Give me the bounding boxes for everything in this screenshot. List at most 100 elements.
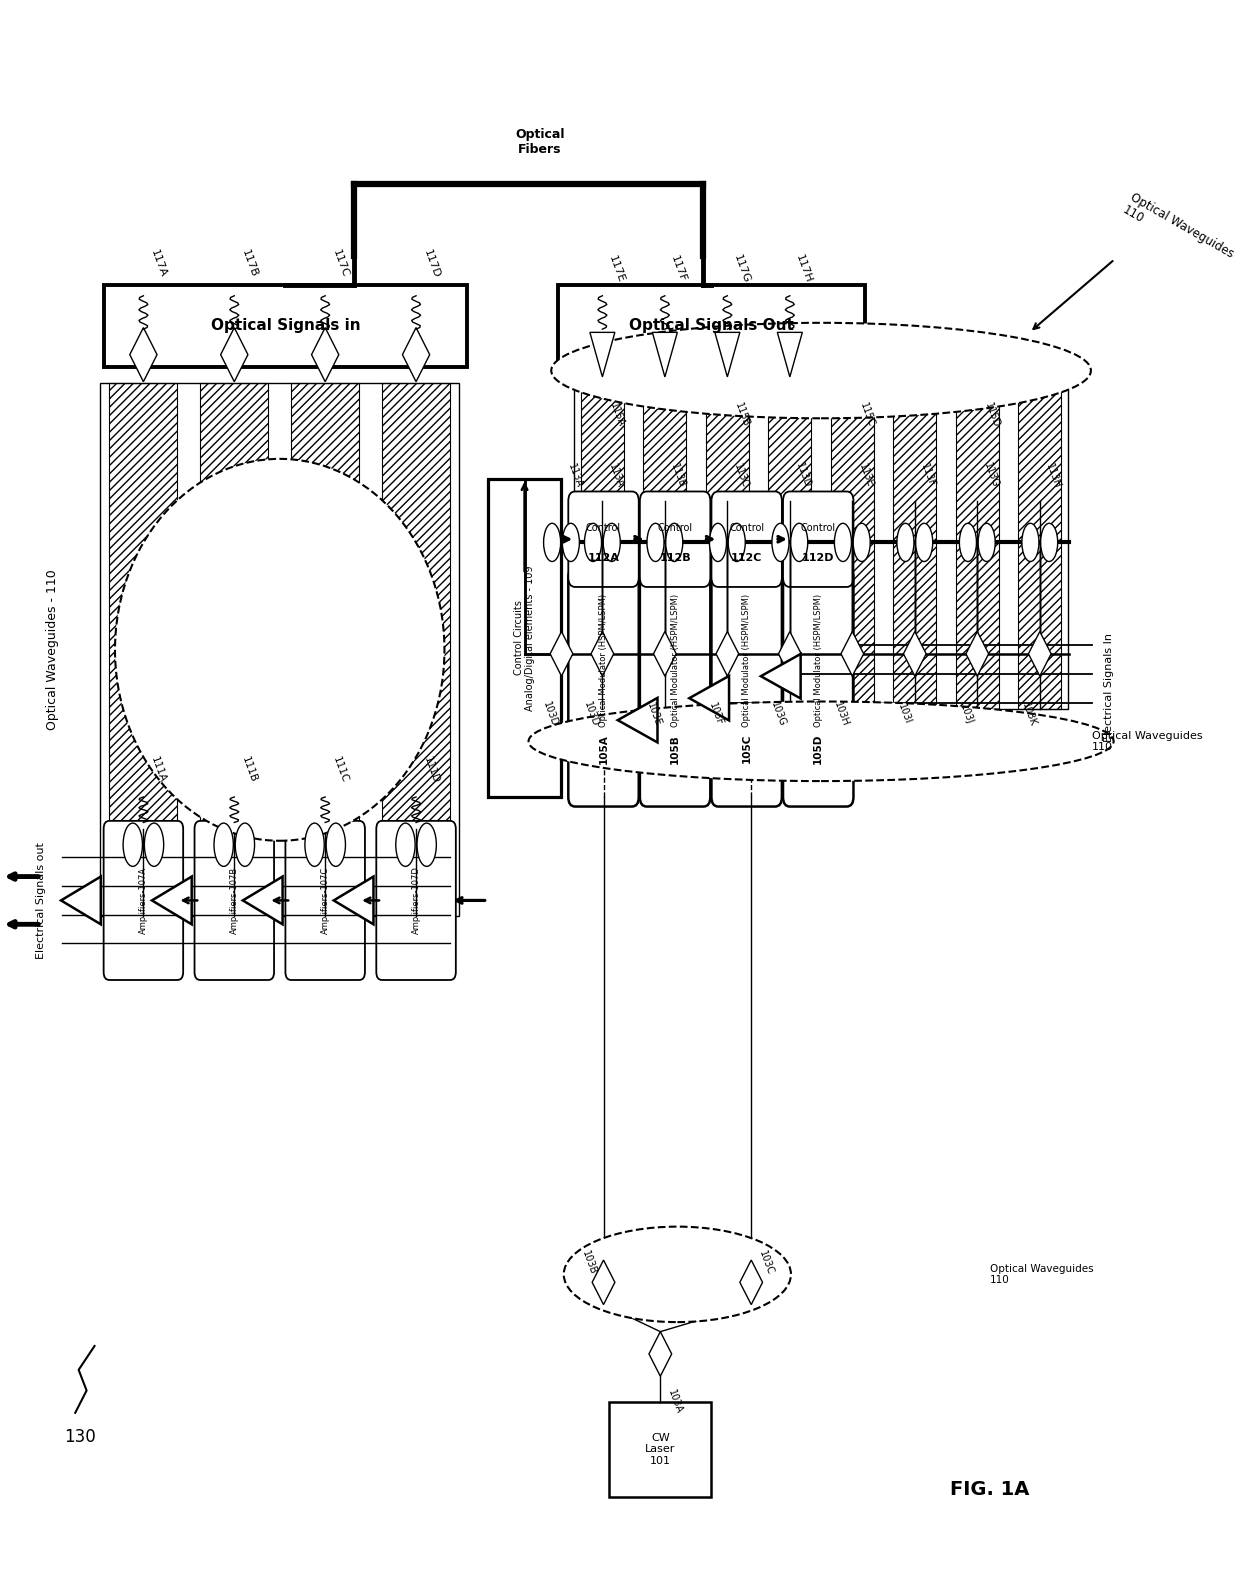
Text: 111A: 111A: [149, 756, 167, 784]
Text: 115A: 115A: [608, 402, 626, 429]
Text: 105D: 105D: [813, 733, 823, 764]
Text: 103D: 103D: [541, 700, 559, 728]
Text: Optical Signals in: Optical Signals in: [211, 319, 361, 333]
Text: 103H: 103H: [832, 700, 851, 728]
Text: 117A: 117A: [149, 249, 169, 279]
Bar: [956, 383, 999, 709]
Text: 113F: 113F: [919, 462, 937, 488]
Text: 103J: 103J: [959, 703, 975, 725]
Polygon shape: [221, 328, 248, 381]
Text: 103B: 103B: [580, 1250, 598, 1277]
Polygon shape: [61, 877, 100, 925]
Text: Control: Control: [729, 523, 764, 532]
Text: 103C: 103C: [756, 1250, 775, 1277]
Text: 113A: 113A: [606, 462, 625, 489]
Ellipse shape: [584, 523, 601, 561]
Bar: [109, 383, 177, 917]
Text: Optical Modulator (HSPM/LSPM): Optical Modulator (HSPM/LSPM): [743, 595, 751, 727]
FancyBboxPatch shape: [568, 567, 639, 807]
Polygon shape: [714, 333, 740, 376]
Ellipse shape: [552, 324, 1091, 418]
Ellipse shape: [215, 823, 233, 867]
Bar: [893, 383, 936, 709]
Text: 103K: 103K: [1019, 701, 1038, 727]
Polygon shape: [551, 631, 573, 676]
Polygon shape: [652, 333, 677, 376]
Polygon shape: [689, 676, 729, 720]
Text: 117B: 117B: [241, 249, 259, 279]
Text: Optical
Fibers: Optical Fibers: [515, 128, 564, 156]
Text: 105B: 105B: [670, 733, 680, 764]
Text: 103E: 103E: [645, 701, 662, 727]
Ellipse shape: [123, 823, 143, 867]
Ellipse shape: [1022, 523, 1039, 561]
Text: 130: 130: [64, 1428, 95, 1446]
Text: CW
Laser
101: CW Laser 101: [645, 1433, 676, 1466]
Text: 112A: 112A: [588, 553, 620, 563]
Text: Amplifiers-107C: Amplifiers-107C: [321, 867, 330, 934]
FancyBboxPatch shape: [568, 491, 639, 587]
Ellipse shape: [666, 523, 683, 561]
Text: Amplifiers-107A: Amplifiers-107A: [139, 867, 148, 934]
Text: 103G: 103G: [769, 700, 787, 728]
Text: 117G: 117G: [732, 253, 751, 284]
Polygon shape: [715, 631, 739, 676]
Text: Control: Control: [657, 523, 693, 532]
Text: 105C: 105C: [742, 733, 751, 764]
Text: 111C: 111C: [331, 756, 350, 784]
Text: 117H: 117H: [795, 253, 813, 284]
Bar: [769, 383, 811, 709]
Ellipse shape: [709, 523, 727, 561]
Text: Optical Modulator (HSPM/LSPM): Optical Modulator (HSPM/LSPM): [599, 595, 608, 727]
Text: 113D: 113D: [795, 462, 812, 489]
Text: Optical Waveguides
110: Optical Waveguides 110: [990, 1264, 1094, 1285]
Text: 112D: 112D: [802, 553, 835, 563]
FancyBboxPatch shape: [640, 567, 711, 807]
Text: 117C: 117C: [331, 249, 350, 279]
Text: Optical Signals Out: Optical Signals Out: [629, 319, 794, 333]
Polygon shape: [1028, 631, 1052, 676]
Bar: [609, 1401, 712, 1497]
FancyBboxPatch shape: [104, 821, 184, 980]
Text: Electrical Signals out: Electrical Signals out: [36, 842, 46, 960]
FancyBboxPatch shape: [285, 821, 365, 980]
Polygon shape: [591, 631, 614, 676]
Bar: [558, 285, 864, 367]
FancyBboxPatch shape: [195, 821, 274, 980]
Ellipse shape: [305, 823, 324, 867]
FancyBboxPatch shape: [712, 491, 782, 587]
Polygon shape: [311, 328, 339, 381]
Polygon shape: [966, 631, 988, 676]
FancyBboxPatch shape: [640, 491, 711, 587]
Polygon shape: [740, 1259, 763, 1304]
Bar: [831, 383, 874, 709]
Text: 115D: 115D: [983, 402, 1002, 429]
Bar: [100, 383, 459, 917]
Polygon shape: [334, 877, 373, 925]
Text: 113A: 113A: [565, 462, 584, 489]
Text: Amplifiers-107D: Amplifiers-107D: [412, 867, 420, 934]
Polygon shape: [590, 333, 615, 376]
Ellipse shape: [835, 523, 852, 561]
Ellipse shape: [853, 523, 870, 561]
Text: 115B: 115B: [733, 402, 751, 429]
Text: Optical Modulator (HSPM/LSPM): Optical Modulator (HSPM/LSPM): [671, 595, 680, 727]
FancyBboxPatch shape: [376, 821, 456, 980]
Ellipse shape: [417, 823, 436, 867]
Polygon shape: [403, 328, 430, 381]
Polygon shape: [777, 333, 802, 376]
Text: Optical Waveguides
110: Optical Waveguides 110: [1092, 730, 1203, 752]
Text: 113E: 113E: [857, 462, 874, 489]
Text: 103D: 103D: [582, 700, 600, 728]
Ellipse shape: [528, 701, 1114, 781]
Polygon shape: [649, 1331, 672, 1376]
Polygon shape: [153, 877, 192, 925]
Ellipse shape: [562, 523, 579, 561]
Text: Control: Control: [801, 523, 836, 532]
Text: 115C: 115C: [858, 402, 875, 429]
Polygon shape: [130, 328, 157, 381]
Text: 113C: 113C: [732, 462, 750, 489]
Bar: [580, 383, 624, 709]
Text: 103I: 103I: [895, 703, 913, 725]
Ellipse shape: [978, 523, 996, 561]
